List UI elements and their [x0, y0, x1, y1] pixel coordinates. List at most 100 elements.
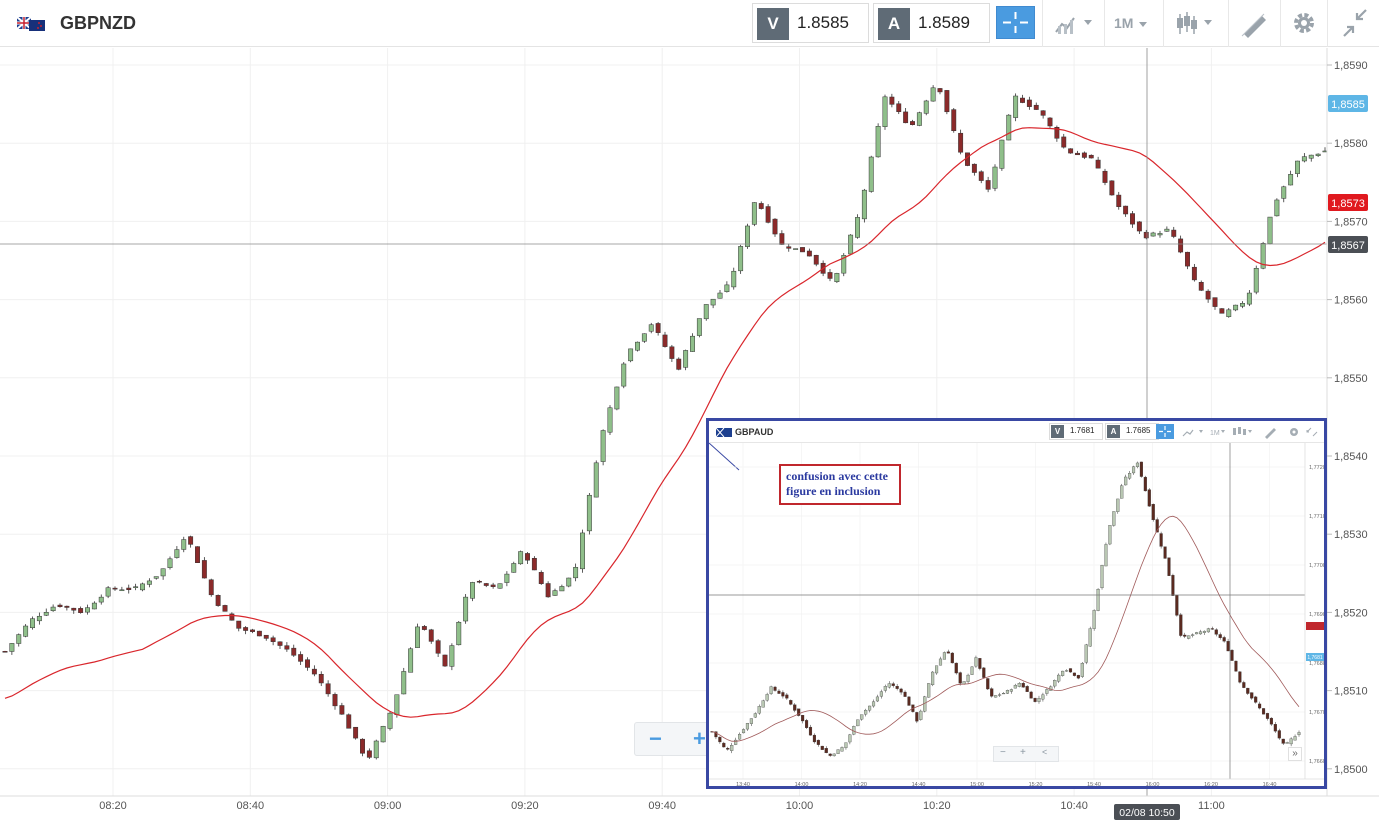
inset-candle — [950, 652, 954, 664]
candle — [662, 334, 668, 347]
inset-candle — [871, 701, 876, 707]
candle — [765, 206, 771, 223]
inset-candle — [718, 736, 722, 743]
candle — [490, 584, 496, 587]
minimize-button[interactable] — [1338, 4, 1372, 42]
gb-nz-flag-icon — [17, 17, 45, 31]
candle — [1006, 114, 1012, 141]
inset-time-tick-label: 13:40 — [736, 782, 750, 788]
scroll-to-latest-button[interactable]: » — [1288, 747, 1302, 761]
inset-candle — [1155, 519, 1159, 533]
candle — [1102, 170, 1108, 183]
draw-button[interactable] — [1238, 4, 1272, 42]
candle — [353, 726, 359, 739]
inset-time-tick-label: 16:20 — [1204, 782, 1218, 788]
candle — [903, 111, 909, 124]
candle — [366, 750, 372, 758]
time-tick-label: 10:00 — [786, 800, 814, 812]
price-tick-label: 1,8530 — [1334, 529, 1368, 541]
candle — [841, 255, 847, 274]
candle — [1219, 308, 1225, 314]
annotation-line-2: figure en inclusion — [786, 484, 881, 498]
buy-price-button[interactable]: A 1.8589 — [873, 3, 990, 43]
inset-candle — [753, 713, 757, 718]
zoom-out-button[interactable]: − — [649, 726, 662, 751]
inset-candle — [883, 686, 887, 691]
candle — [1075, 152, 1080, 156]
crosshair-button[interactable] — [996, 6, 1035, 39]
inset-candle — [848, 734, 852, 743]
candle — [868, 156, 874, 192]
indicators-button[interactable] — [1052, 4, 1100, 42]
inset-candle — [899, 688, 903, 693]
candle — [1157, 233, 1163, 236]
share-icon[interactable]: < — [1042, 747, 1048, 757]
candle — [1198, 282, 1204, 291]
candle — [896, 103, 902, 112]
inset-candle — [1120, 485, 1124, 499]
inset-candle — [1139, 461, 1143, 477]
inset-zoom-in-button[interactable]: + — [1020, 747, 1026, 758]
inset-price-tick-label: 1,7690 — [1309, 612, 1324, 618]
inset-candle — [915, 712, 919, 722]
inset-time-tick-label: 15:00 — [970, 782, 984, 788]
candle — [229, 613, 235, 621]
candle — [1143, 231, 1149, 239]
candle — [910, 121, 915, 125]
inset-candle — [1285, 742, 1289, 744]
inset-zoom-out-button[interactable]: − — [1000, 747, 1006, 758]
candle — [1040, 110, 1046, 116]
candle — [1020, 97, 1025, 103]
inset-buy-button[interactable]: A 1.7685 — [1105, 423, 1159, 440]
candle — [174, 549, 180, 558]
candle — [476, 580, 482, 583]
candle — [277, 641, 283, 646]
zoom-in-button[interactable]: + — [693, 726, 706, 751]
timeframe-button[interactable]: 1M — [1114, 15, 1156, 53]
candle — [1205, 290, 1211, 300]
chart-type-button[interactable] — [1172, 4, 1222, 42]
crosshair-price-badge — [1328, 236, 1368, 253]
candle — [360, 738, 365, 754]
candle — [1013, 95, 1019, 118]
inset-candle — [789, 700, 793, 705]
sell-price-button[interactable]: V 1.8585 — [752, 3, 869, 43]
buy-tag: A — [878, 8, 910, 40]
gear-icon — [1294, 13, 1314, 33]
candle — [1315, 153, 1321, 156]
inset-candle — [919, 710, 923, 720]
moving-average-line — [4, 127, 1326, 718]
candle — [1267, 216, 1273, 244]
time-tick-label: 08:40 — [237, 800, 265, 812]
inset-candle — [895, 685, 899, 689]
inset-time-tick-label: 14:20 — [853, 782, 867, 788]
inset-candle — [1179, 614, 1183, 636]
candle — [91, 602, 97, 610]
inset-candle — [864, 709, 868, 715]
inset-crosshair-button[interactable] — [1156, 424, 1174, 439]
inset-moving-average-line — [711, 515, 1300, 742]
candle — [531, 557, 537, 571]
candle — [387, 712, 393, 729]
inset-candle — [1183, 634, 1187, 637]
candle — [971, 163, 977, 173]
candle — [311, 668, 317, 675]
candle — [738, 246, 744, 272]
candle — [855, 217, 860, 238]
candle — [201, 560, 207, 579]
candle — [758, 203, 764, 209]
inset-candle — [1187, 635, 1191, 639]
candle — [43, 612, 49, 616]
candle — [586, 494, 592, 532]
inset-candle — [730, 745, 734, 751]
settings-button[interactable] — [1288, 4, 1320, 42]
candle — [284, 645, 290, 650]
zoom-control: − + — [634, 722, 714, 756]
inset-ma-badge — [1306, 622, 1324, 630]
inset-candle — [958, 672, 962, 684]
inset-buy-price: 1.7685 — [1126, 426, 1151, 435]
inset-candle — [773, 686, 777, 691]
inset-candle — [781, 692, 785, 697]
candle — [215, 595, 221, 606]
inset-sell-button[interactable]: V 1.7681 — [1049, 423, 1103, 440]
